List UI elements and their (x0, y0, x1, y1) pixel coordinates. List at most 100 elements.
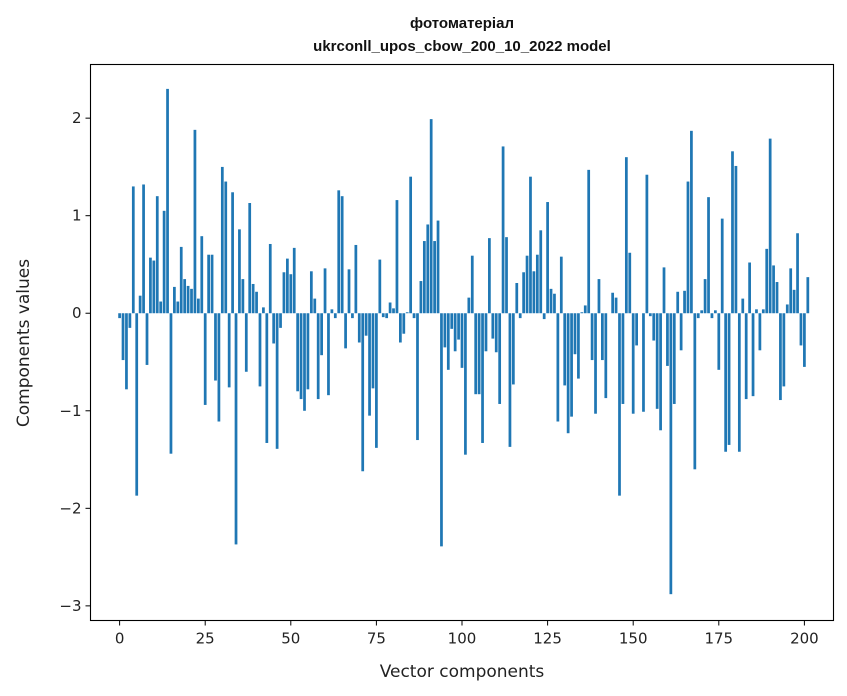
bar (166, 88, 169, 314)
bar (594, 313, 597, 414)
bar (333, 313, 337, 319)
bar (196, 298, 200, 314)
bar (457, 313, 460, 340)
y-tick-label: 2 (72, 109, 82, 127)
bar (481, 313, 484, 443)
bar (303, 313, 306, 411)
bar (755, 309, 758, 314)
bar (505, 237, 508, 314)
bar (714, 310, 717, 314)
bar (518, 313, 522, 319)
bar (244, 313, 248, 372)
bar (501, 146, 505, 314)
bar (628, 252, 632, 314)
bar (642, 313, 645, 412)
bar (655, 313, 659, 409)
bar (720, 218, 724, 314)
x-tick-label: 0 (115, 630, 125, 648)
bar (419, 281, 423, 314)
bar (679, 313, 683, 351)
bar (306, 313, 310, 390)
bar (234, 313, 238, 545)
bar (672, 313, 676, 404)
bar (614, 297, 618, 314)
bar (559, 256, 563, 314)
bar (446, 313, 450, 370)
bar (484, 313, 488, 352)
bar (570, 313, 573, 417)
bar (186, 285, 190, 314)
bar (169, 313, 173, 454)
bar (744, 313, 748, 400)
bar (553, 293, 556, 314)
bar (286, 258, 289, 314)
bar (803, 313, 806, 367)
bar (440, 313, 443, 547)
bar (563, 313, 567, 386)
x-tick-label: 50 (281, 630, 300, 648)
bar (375, 313, 378, 448)
bar (118, 313, 121, 319)
y-tick-label: −2 (59, 499, 81, 517)
bar (522, 272, 525, 314)
bar (624, 157, 628, 314)
bar (313, 298, 317, 314)
bar (577, 313, 580, 379)
bar (131, 186, 135, 314)
bar (371, 313, 375, 389)
bar (255, 291, 258, 314)
bar (145, 313, 149, 365)
bar (388, 302, 392, 314)
bar (214, 313, 217, 381)
bar (590, 313, 594, 361)
bar (785, 304, 789, 314)
bar (464, 313, 467, 455)
bar (429, 119, 433, 314)
bar (337, 190, 341, 314)
bar (683, 290, 686, 314)
bar (792, 289, 796, 314)
bar (142, 184, 145, 314)
plot-frame (89, 63, 835, 622)
bar (511, 313, 515, 385)
bar (621, 313, 625, 404)
bar (573, 313, 577, 355)
bar (262, 307, 265, 314)
bar (782, 313, 786, 387)
bar (768, 138, 772, 314)
bar (751, 313, 755, 397)
bar (361, 313, 365, 472)
bar (364, 313, 368, 336)
bar (210, 254, 214, 314)
bar (354, 244, 358, 314)
bar (282, 272, 286, 314)
bar (703, 279, 707, 314)
bar (748, 262, 751, 314)
bar (207, 254, 210, 314)
y-tick-label: 0 (72, 304, 82, 322)
bar (491, 313, 495, 339)
bar (378, 259, 382, 314)
bar (327, 313, 330, 396)
bar (190, 288, 193, 314)
bar (556, 313, 560, 422)
bar (450, 313, 454, 329)
bar (176, 301, 180, 314)
bar (316, 313, 320, 400)
bar (173, 286, 176, 314)
bar (758, 313, 762, 351)
bar (436, 220, 440, 314)
bar (385, 313, 389, 319)
bar (566, 313, 570, 434)
bar (320, 313, 323, 356)
bar (645, 174, 649, 314)
bar (652, 313, 656, 341)
bar (460, 313, 464, 368)
bar (399, 313, 402, 343)
bar (368, 313, 371, 416)
chart-title-line1: фотоматеріал (410, 15, 514, 32)
bar (772, 265, 775, 314)
bar (443, 313, 447, 348)
bar (779, 313, 782, 401)
